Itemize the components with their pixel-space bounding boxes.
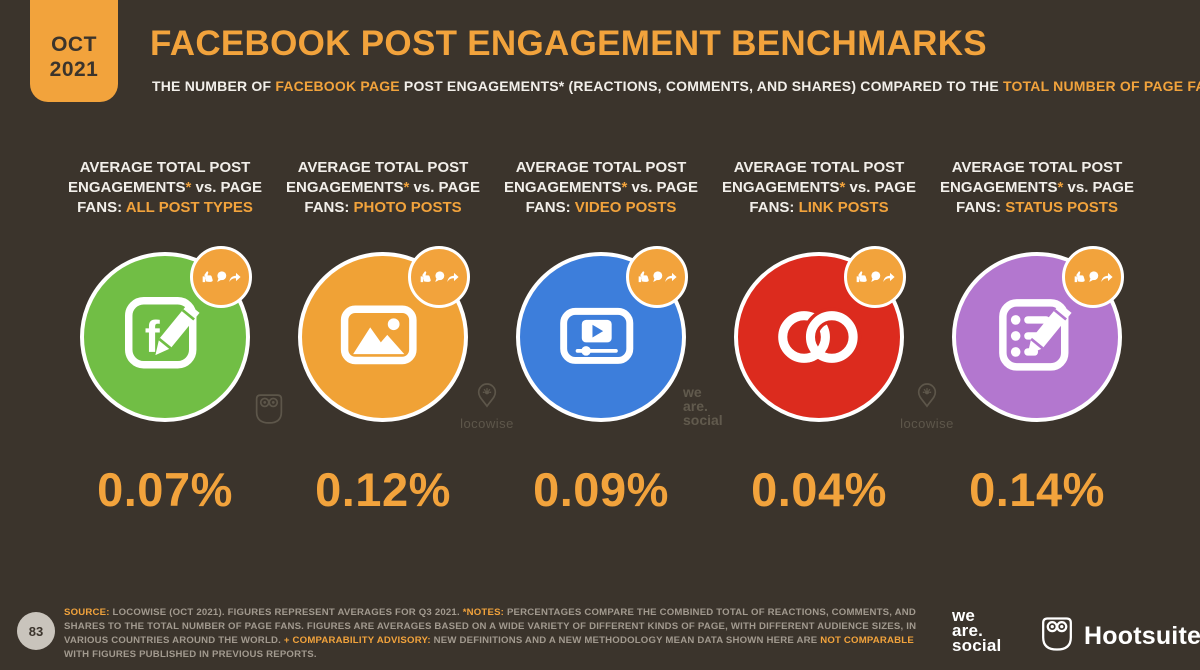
engagement-reactions-icon bbox=[1062, 246, 1124, 308]
page-subtitle: THE NUMBER OF FACEBOOK PAGE POST ENGAGEM… bbox=[152, 78, 1200, 94]
hootsuite-wordmark: Hootsuite bbox=[1084, 622, 1200, 650]
category-label: ALL POST TYPES bbox=[125, 199, 253, 216]
column-header: AVERAGE TOTAL POST ENGAGEMENTS* vs. PAGE… bbox=[504, 159, 698, 216]
metric-value: 0.04% bbox=[751, 463, 887, 516]
source-label: SOURCE: bbox=[64, 607, 110, 618]
benchmark-column-all-posts: AVERAGE TOTAL POST ENGAGEMENTS* vs. PAGE… bbox=[56, 158, 274, 517]
column-header: AVERAGE TOTAL POST ENGAGEMENTS* vs. PAGE… bbox=[940, 159, 1134, 216]
photo-icon bbox=[298, 252, 468, 422]
date-month: OCT bbox=[51, 33, 97, 56]
engagement-reactions-icon bbox=[408, 246, 470, 308]
locowise-watermark-label: locowise bbox=[460, 416, 514, 431]
we-are-social-watermark: we are. social bbox=[683, 384, 723, 428]
we-are-social-logo: we are. social bbox=[952, 606, 1002, 655]
column-header: AVERAGE TOTAL POST ENGAGEMENTS* vs. PAGE… bbox=[286, 159, 480, 216]
category-label: VIDEO POSTS bbox=[574, 199, 677, 216]
locowise-watermark: locowise bbox=[452, 382, 522, 431]
date-badge: OCT 2021 bbox=[30, 0, 118, 102]
hootsuite-owl-icon bbox=[1038, 614, 1076, 659]
advisory-icon: + bbox=[283, 635, 290, 646]
asterisk: * bbox=[403, 179, 410, 196]
page-number: 83 bbox=[28, 623, 44, 639]
page-title: FACEBOOK POST ENGAGEMENT BENCHMARKS bbox=[150, 24, 987, 63]
status-list-icon bbox=[952, 252, 1122, 422]
svg-text:f: f bbox=[145, 312, 160, 362]
category-label: PHOTO POSTS bbox=[353, 199, 462, 216]
advisory-label: COMPARABILITY ADVISORY: bbox=[289, 635, 431, 646]
column-header: AVERAGE TOTAL POST ENGAGEMENTS* vs. PAGE… bbox=[722, 159, 916, 216]
engagement-reactions-icon bbox=[844, 246, 906, 308]
notes-label: *NOTES: bbox=[462, 607, 505, 618]
column-header: AVERAGE TOTAL POST ENGAGEMENTS* vs. PAGE… bbox=[68, 159, 262, 216]
benchmark-column-status-posts: AVERAGE TOTAL POST ENGAGEMENTS* vs. PAGE… bbox=[928, 158, 1146, 517]
metric-value: 0.14% bbox=[969, 463, 1105, 516]
locowise-watermark: locowise bbox=[892, 382, 962, 431]
page-number-badge: 83 bbox=[17, 612, 55, 650]
footer-notes: SOURCE: LOCOWISE (OCT 2021). FIGURES REP… bbox=[64, 607, 917, 660]
asterisk: * bbox=[1057, 179, 1064, 196]
asterisk: * bbox=[621, 179, 628, 196]
hootsuite-owl-watermark bbox=[252, 388, 286, 435]
benchmark-column-video-posts: AVERAGE TOTAL POST ENGAGEMENTS* vs. PAGE… bbox=[492, 158, 710, 517]
hootsuite-logo: Hootsuite® bbox=[1038, 614, 1200, 659]
benchmark-column-photo-posts: AVERAGE TOTAL POST ENGAGEMENTS* vs. PAGE… bbox=[274, 158, 492, 517]
date-year: 2021 bbox=[49, 58, 99, 81]
benchmark-columns: AVERAGE TOTAL POST ENGAGEMENTS* vs. PAGE… bbox=[56, 158, 1146, 517]
category-label: LINK POSTS bbox=[798, 199, 889, 216]
asterisk: * bbox=[839, 179, 846, 196]
category-label: STATUS POSTS bbox=[1005, 199, 1118, 216]
metric-value: 0.07% bbox=[97, 463, 233, 516]
not-comparable-highlight: NOT COMPARABLE bbox=[820, 635, 914, 646]
benchmark-column-link-posts: AVERAGE TOTAL POST ENGAGEMENTS* vs. PAGE… bbox=[710, 158, 928, 517]
asterisk: * bbox=[185, 179, 192, 196]
metric-value: 0.09% bbox=[533, 463, 669, 516]
metric-value: 0.12% bbox=[315, 463, 451, 516]
engagement-reactions-icon bbox=[190, 246, 252, 308]
locowise-watermark-label: locowise bbox=[900, 416, 954, 431]
engagement-reactions-icon bbox=[626, 246, 688, 308]
